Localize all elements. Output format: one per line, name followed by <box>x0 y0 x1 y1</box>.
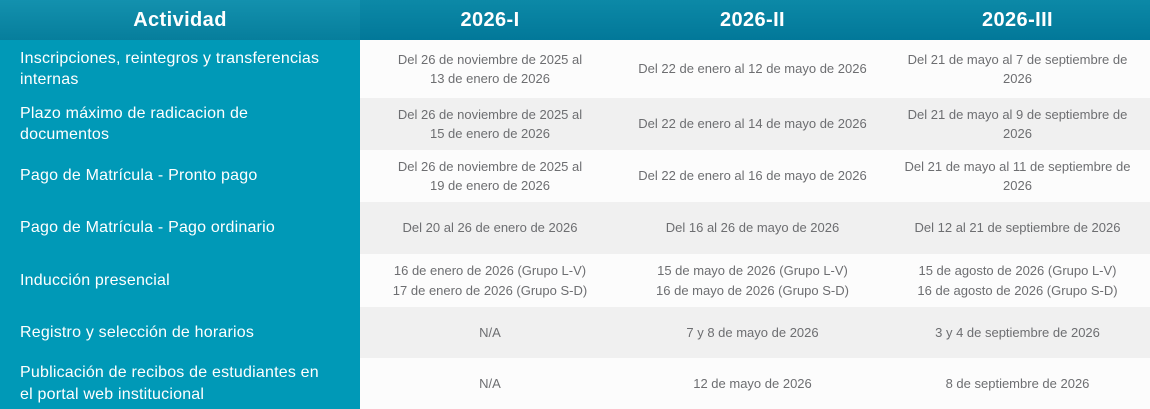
period-cell-2026-3: 8 de septiembre de 2026 <box>885 358 1150 409</box>
period-cell-2026-3: 3 y 4 de septiembre de 2026 <box>885 307 1150 358</box>
table-row: Pago de Matrícula - Pago ordinario Del 2… <box>0 202 1150 254</box>
period-cell-2026-1: Del 20 al 26 de enero de 2026 <box>360 202 620 254</box>
period-cell-2026-3: Del 21 de mayo al 11 de septiembre de 20… <box>885 150 1150 202</box>
period-cell-2026-1: Del 26 de noviembre de 2025 al 15 de ene… <box>360 98 620 150</box>
period-cell-2026-1: N/A <box>360 307 620 358</box>
period-cell-2026-1: Del 26 de noviembre de 2025 al 19 de ene… <box>360 150 620 202</box>
header-period-2026-2: 2026-II <box>620 0 885 40</box>
period-cell-2026-2: Del 22 de enero al 16 de mayo de 2026 <box>620 150 885 202</box>
table-row: Registro y selección de horarios N/A 7 y… <box>0 307 1150 358</box>
header-period-2026-3: 2026-III <box>885 0 1150 40</box>
activity-cell: Pago de Matrícula - Pronto pago <box>0 150 360 202</box>
period-cell-2026-2: Del 22 de enero al 14 de mayo de 2026 <box>620 98 885 150</box>
table-row: Plazo máximo de radicacion de documentos… <box>0 98 1150 150</box>
period-cell-2026-3: Del 21 de mayo al 9 de septiembre de 202… <box>885 98 1150 150</box>
period-cell-2026-2: 7 y 8 de mayo de 2026 <box>620 307 885 358</box>
activity-cell: Pago de Matrícula - Pago ordinario <box>0 202 360 254</box>
table-body: Inscripciones, reintegros y transferenci… <box>0 40 1150 409</box>
period-cell-2026-3: Del 12 al 21 de septiembre de 2026 <box>885 202 1150 254</box>
period-cell-2026-2: Del 16 al 26 de mayo de 2026 <box>620 202 885 254</box>
activity-cell: Inducción presencial <box>0 254 360 307</box>
period-cell-2026-1: Del 26 de noviembre de 2025 al 13 de ene… <box>360 40 620 98</box>
period-cell-2026-2: Del 22 de enero al 12 de mayo de 2026 <box>620 40 885 98</box>
activity-cell: Plazo máximo de radicacion de documentos <box>0 98 360 150</box>
period-cell-2026-3: 15 de agosto de 2026 (Grupo L-V) 16 de a… <box>885 254 1150 307</box>
table-row: Inscripciones, reintegros y transferenci… <box>0 40 1150 98</box>
activity-cell: Inscripciones, reintegros y transferenci… <box>0 40 360 98</box>
activity-cell: Publicación de recibos de estudiantes en… <box>0 358 360 409</box>
table-row: Pago de Matrícula - Pronto pago Del 26 d… <box>0 150 1150 202</box>
period-cell-2026-2: 15 de mayo de 2026 (Grupo L-V) 16 de may… <box>620 254 885 307</box>
activity-cell: Registro y selección de horarios <box>0 307 360 358</box>
header-activity: Actividad <box>0 0 360 40</box>
period-cell-2026-1: 16 de enero de 2026 (Grupo L-V) 17 de en… <box>360 254 620 307</box>
period-cell-2026-2: 12 de mayo de 2026 <box>620 358 885 409</box>
table-header-row: Actividad 2026-I 2026-II 2026-III <box>0 0 1150 40</box>
table-row: Publicación de recibos de estudiantes en… <box>0 358 1150 409</box>
header-period-2026-1: 2026-I <box>360 0 620 40</box>
period-cell-2026-1: N/A <box>360 358 620 409</box>
period-cell-2026-3: Del 21 de mayo al 7 de septiembre de 202… <box>885 40 1150 98</box>
table-row: Inducción presencial 16 de enero de 2026… <box>0 254 1150 307</box>
